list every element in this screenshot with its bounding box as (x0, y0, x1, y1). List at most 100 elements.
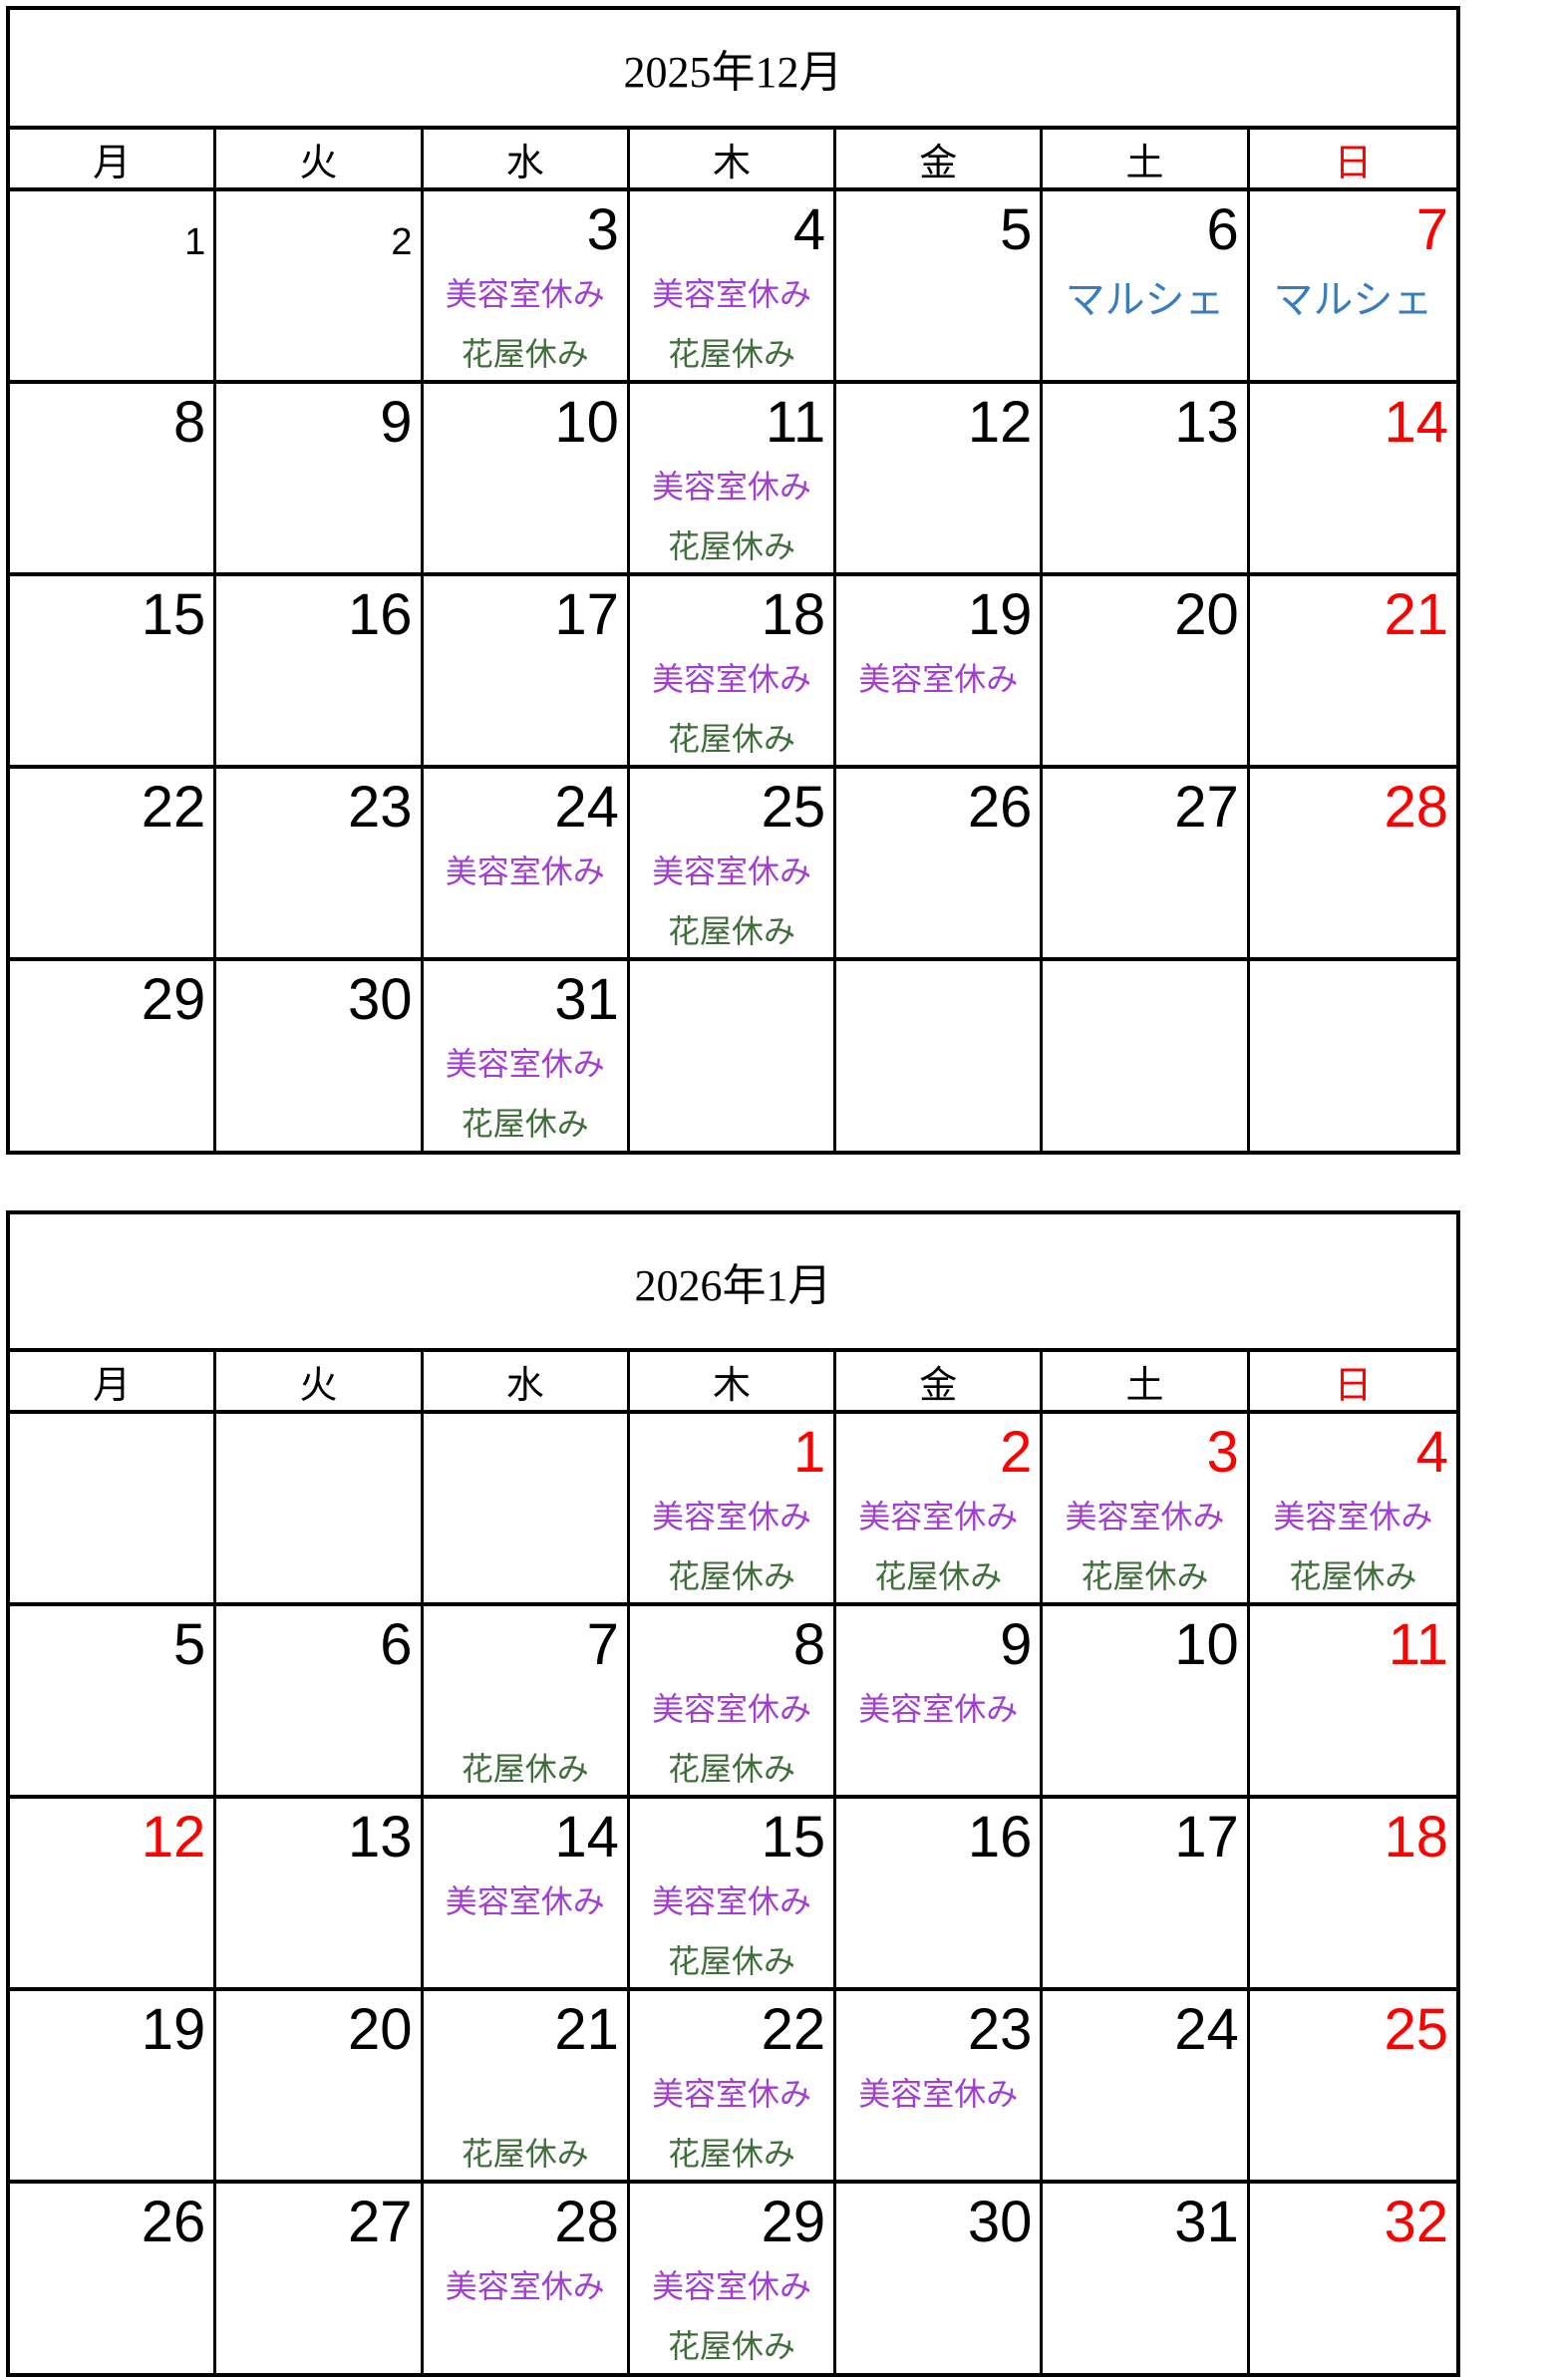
day-number: 30 (348, 967, 413, 1032)
event-flower: 花屋休み (1081, 1557, 1209, 1595)
day-number: 9 (1000, 1612, 1033, 1677)
event-marche: マルシェ (1273, 277, 1433, 323)
day-number: 25 (1384, 1997, 1448, 2062)
day-number: 29 (141, 967, 206, 1032)
event-beauty: 美容室休み (651, 2267, 811, 2305)
day-cell: 22 (10, 769, 217, 961)
weekday-label: 火 (216, 130, 424, 187)
day-number: 21 (1384, 582, 1448, 647)
day-number: 10 (554, 390, 619, 455)
day-grid: 1 美容室休み 花屋休み 2 美容室休み 花屋休み 3 美容室休み 花屋休み 4 美容室休み 花屋休み… (10, 1414, 1456, 2376)
day-number: 13 (348, 1805, 413, 1870)
day-number: 19 (141, 1997, 206, 2062)
day-cell: 3 美容室休み 花屋休み (423, 191, 630, 384)
event-beauty: 美容室休み (651, 660, 811, 698)
day-number: 18 (761, 582, 826, 647)
event-flower: 花屋休み (667, 335, 795, 373)
day-cell: 5 (836, 191, 1044, 384)
day-cell: 13 (216, 1799, 424, 1991)
day-number: 28 (1384, 775, 1448, 840)
event-flower: 花屋休み (461, 1750, 589, 1788)
event-flower: 花屋休み (667, 1557, 795, 1595)
day-number: 6 (1206, 197, 1239, 262)
day-number: 17 (1174, 1805, 1239, 1870)
event-flower: 花屋休み (461, 335, 589, 373)
day-number: 14 (554, 1805, 619, 1870)
day-cell: 17 (423, 576, 630, 769)
day-number: 19 (967, 582, 1033, 647)
day-number: 13 (1174, 390, 1239, 455)
day-cell: 30 (216, 961, 424, 1154)
day-cell: 23 美容室休み (836, 1991, 1044, 2184)
day-cell: 20 (1043, 576, 1250, 769)
day-cell (10, 1414, 217, 1606)
day-number: 4 (792, 197, 826, 262)
day-cell: 15 美容室休み 花屋休み (629, 1799, 837, 1991)
event-beauty: 美容室休み (651, 1690, 811, 1728)
day-number: 3 (1206, 1420, 1239, 1485)
event-flower: 花屋休み (667, 1942, 795, 1980)
day-cell (630, 961, 837, 1154)
day-cell: 9 (216, 384, 424, 576)
weekday-label: 月 (10, 1352, 217, 1410)
day-number: 12 (141, 1805, 206, 1870)
day-cell (423, 1414, 630, 1606)
day-number: 24 (1174, 1997, 1239, 2062)
weekday-label: 水 (424, 1352, 630, 1410)
day-cell: 21 (1249, 576, 1456, 769)
day-number: 6 (380, 1612, 413, 1677)
day-number: 4 (1415, 1420, 1448, 1485)
weekday-header: 月火水木金土 日 (10, 1352, 1456, 1414)
event-flower: 花屋休み (667, 2327, 795, 2365)
day-number: 7 (586, 1612, 619, 1677)
event-beauty: 美容室休み (651, 275, 811, 313)
event-flower: 花屋休み (667, 527, 795, 565)
day-cell: 28 美容室休み (424, 2184, 630, 2376)
day-number: 23 (348, 775, 413, 840)
day-cell: 27 (1043, 769, 1250, 961)
day-cell: 22 美容室休み 花屋休み (629, 1991, 837, 2184)
weekday-label: 火 (216, 1352, 424, 1410)
weekday-label: 金 (836, 130, 1044, 187)
day-number: 10 (1174, 1612, 1239, 1677)
day-number: 23 (967, 1997, 1033, 2062)
event-flower: 花屋休み (667, 720, 795, 758)
calendar-december-2025: 2025年12月月火水木金土日 1 2 3 美容室休み 花屋休み 4 美容室休み 花屋休み 5 6 マ… (6, 6, 1460, 1155)
day-number: 20 (1174, 582, 1239, 647)
day-cell: 17 (1043, 1799, 1250, 1991)
day-cell: 16 (216, 576, 424, 769)
day-number: 16 (967, 1805, 1033, 1870)
day-cell: 29 美容室休み 花屋休み (630, 2184, 837, 2376)
day-cell (836, 961, 1044, 1154)
event-beauty: 美容室休み (651, 2075, 811, 2113)
event-flower: 花屋休み (667, 1750, 795, 1788)
calendar-january-2026: 2026年1月月火水木金土日 1 美容室休み 花屋休み 2 美容室休み 花屋休み 3 美容室休み… (6, 1210, 1460, 2377)
event-beauty: 美容室休み (651, 852, 811, 890)
day-number: 11 (1388, 1612, 1448, 1677)
day-number: 31 (554, 967, 619, 1032)
event-beauty: 美容室休み (858, 2075, 1019, 2113)
event-beauty: 美容室休み (445, 2267, 605, 2305)
day-grid: 1 2 3 美容室休み 花屋休み 4 美容室休み 花屋休み 5 6 マルシェ 7 マルシェ 8 9 10 11 美… (10, 191, 1456, 1154)
day-number: 26 (967, 775, 1033, 840)
day-cell: 8 (10, 384, 217, 576)
day-number: 9 (380, 390, 413, 455)
day-number: 14 (1384, 390, 1448, 455)
day-number: 1 (792, 1420, 826, 1485)
event-flower: 花屋休み (667, 2135, 795, 2173)
day-number: 8 (792, 1612, 826, 1677)
month-title: 2026年1月 (10, 1214, 1456, 1352)
day-cell: 18 美容室休み花屋休み (629, 576, 837, 769)
day-cell: 25 美容室休み 花屋休み (629, 769, 837, 961)
day-cell (216, 1414, 424, 1606)
weekday-label: 日 (1334, 1364, 1373, 1407)
weekday-label: 土 (1043, 130, 1250, 187)
day-cell: 30 (836, 2184, 1044, 2376)
day-cell: 32 (1250, 2184, 1456, 2376)
day-cell: 1 美容室休み 花屋休み (629, 1414, 837, 1606)
day-cell: 18 (1249, 1799, 1456, 1991)
day-cell: 14 美容室休み (423, 1799, 630, 1991)
day-number: 26 (141, 2190, 206, 2254)
day-cell: 24 (1043, 1991, 1250, 2184)
event-flower: 花屋休み (461, 1105, 589, 1143)
